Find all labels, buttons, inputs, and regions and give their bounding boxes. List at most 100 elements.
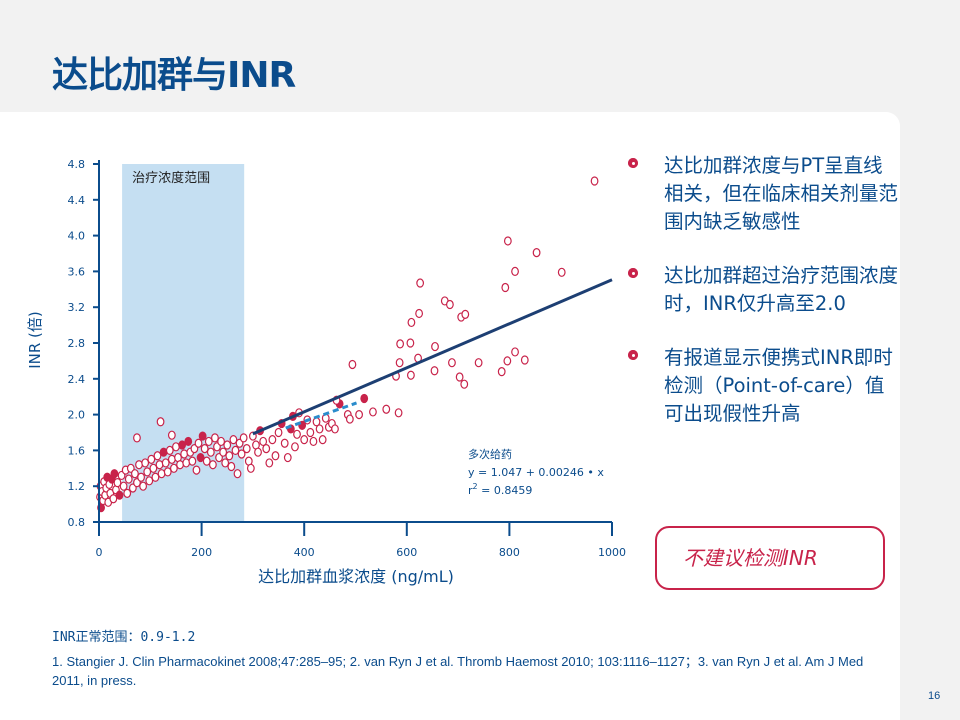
data-point-open bbox=[283, 452, 292, 463]
data-point-open bbox=[123, 488, 132, 498]
data-point-open bbox=[300, 435, 309, 445]
data-point-open bbox=[147, 454, 156, 464]
data-point-open bbox=[503, 236, 512, 246]
data-point-open bbox=[113, 478, 122, 488]
data-point-open bbox=[455, 372, 464, 382]
data-point-open bbox=[165, 445, 174, 455]
data-point-open bbox=[407, 370, 415, 380]
x-ticks: 0 200 400 600 800 1000 bbox=[96, 522, 626, 559]
data-point-open bbox=[131, 469, 139, 479]
data-point-open bbox=[233, 469, 242, 479]
data-point-open bbox=[172, 442, 180, 452]
regression-line bbox=[252, 278, 613, 436]
data-point-open bbox=[176, 460, 184, 470]
y-tick-label: 4.8 bbox=[68, 158, 86, 171]
data-point-open bbox=[109, 494, 118, 504]
data-point-open bbox=[204, 436, 213, 447]
data-point-open bbox=[229, 435, 238, 445]
dashed-fit-line bbox=[285, 401, 358, 430]
data-point-open bbox=[167, 454, 176, 464]
page-number: 16 bbox=[928, 690, 941, 702]
y-tick-label: 0.8 bbox=[68, 516, 86, 529]
data-point-open bbox=[394, 408, 403, 418]
y-tick-label: 2.4 bbox=[68, 373, 86, 386]
bullet-item: 达比加群浓度与PT呈直线相关，但在临床相关剂量范围内缺乏敏感性 bbox=[628, 152, 898, 236]
bullet-dot-icon bbox=[628, 268, 638, 278]
r2-value: = 0.8459 bbox=[478, 484, 533, 497]
bullet-dot-icon bbox=[628, 158, 638, 168]
data-point-open bbox=[511, 266, 519, 276]
y-tick-label: 3.6 bbox=[68, 265, 86, 278]
data-point-open bbox=[501, 282, 510, 293]
data-point-open bbox=[460, 379, 469, 389]
data-point-open bbox=[309, 436, 318, 447]
data-point-open bbox=[262, 444, 271, 454]
x-tick-label: 0 bbox=[96, 546, 103, 559]
bullet-item: 达比加群超过治疗范围浓度时，INR仅升高至2.0 bbox=[628, 262, 898, 318]
data-point-open bbox=[416, 278, 425, 288]
data-point-open bbox=[156, 417, 165, 427]
data-point-open bbox=[145, 476, 154, 486]
data-point-open bbox=[182, 458, 191, 468]
data-point-open bbox=[180, 449, 189, 459]
bullet-dot-icon bbox=[628, 350, 638, 360]
x-tick-label: 1000 bbox=[598, 546, 626, 559]
data-point-open bbox=[200, 444, 209, 454]
data-point-filled bbox=[159, 447, 168, 457]
data-point-open bbox=[155, 460, 164, 470]
data-point-open bbox=[291, 442, 299, 452]
data-point-open bbox=[217, 436, 225, 447]
y-tick-label: 4.0 bbox=[68, 230, 86, 243]
data-point-open bbox=[396, 339, 405, 349]
data-point-open bbox=[369, 407, 377, 417]
data-point-filled bbox=[360, 393, 369, 404]
data-point-open bbox=[225, 451, 234, 461]
data-point-open bbox=[163, 467, 172, 477]
data-point-open bbox=[557, 267, 566, 277]
data-point-open bbox=[192, 465, 201, 475]
page-title: 达比加群与INR bbox=[52, 55, 296, 96]
x-tick-label: 200 bbox=[191, 546, 212, 559]
data-point-open bbox=[139, 481, 148, 491]
x-tick-label: 400 bbox=[294, 546, 315, 559]
data-point-open bbox=[219, 447, 228, 457]
x-tick-label: 600 bbox=[396, 546, 417, 559]
data-point-open bbox=[151, 472, 160, 482]
data-point-open bbox=[293, 429, 301, 439]
data-point-open bbox=[520, 355, 529, 365]
x-axis-label: 达比加群血浆浓度 (ng/mL) bbox=[258, 567, 454, 586]
bullet-item: 有报道显示便携式INR即时检测（Point-of-care）值可出现假性升高 bbox=[628, 344, 898, 428]
y-tick-label: 1.6 bbox=[68, 444, 86, 457]
data-point-open bbox=[280, 438, 289, 448]
data-point-open bbox=[532, 248, 541, 258]
data-point-open bbox=[315, 424, 324, 434]
data-point-open bbox=[141, 458, 150, 468]
data-point-open bbox=[161, 458, 170, 468]
data-point-open bbox=[211, 433, 219, 443]
data-point-open bbox=[227, 461, 236, 472]
data-point-open bbox=[331, 424, 339, 434]
bullet-text: 达比加群浓度与PT呈直线相关，但在临床相关剂量范围内缺乏敏感性 bbox=[664, 154, 899, 233]
annotation-equation: y = 1.047 + 0.00246 • x bbox=[468, 466, 604, 479]
data-point-open bbox=[133, 433, 141, 443]
data-point-filled bbox=[196, 452, 205, 463]
data-point-open bbox=[188, 456, 197, 466]
references: 1. Stangier J. Clin Pharmacokinet 2008;4… bbox=[52, 654, 864, 688]
data-point-open bbox=[318, 435, 327, 445]
x-tick-label: 800 bbox=[499, 546, 520, 559]
data-point-open bbox=[206, 447, 215, 457]
data-point-open bbox=[461, 309, 470, 319]
bullet-text: 有报道显示便携式INR即时检测（Point-of-care）值可出现假性升高 bbox=[664, 346, 893, 425]
data-point-open bbox=[474, 358, 483, 368]
y-tick-label: 1.2 bbox=[68, 480, 86, 493]
data-point-open bbox=[430, 366, 439, 376]
data-point-open bbox=[202, 456, 211, 466]
bullet-text: 达比加群超过治疗范围浓度时，INR仅升高至2.0 bbox=[664, 264, 899, 315]
data-point-filled bbox=[184, 436, 193, 447]
data-point-open bbox=[254, 447, 262, 457]
data-point-open bbox=[194, 438, 203, 448]
data-point-open bbox=[406, 338, 415, 348]
data-point-open bbox=[208, 460, 217, 470]
annotation-r2: r2 = 0.8459 bbox=[468, 482, 532, 497]
